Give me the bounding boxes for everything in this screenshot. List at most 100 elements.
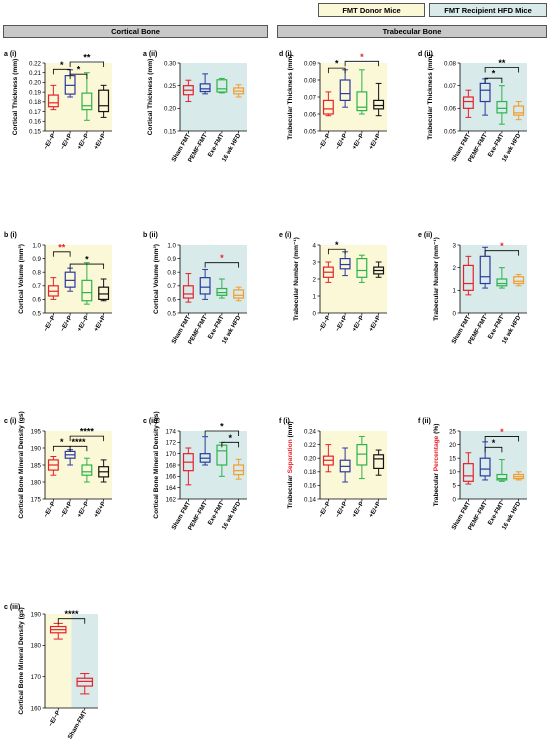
x-tick-label: −E/−P [317, 315, 332, 333]
significance-bracket: ** [52, 242, 71, 257]
y-tick-label: 0.07 [304, 94, 317, 101]
y-axis-label: Cortical Thickness (mm) [12, 59, 19, 136]
y-tick-label: 175 [31, 496, 42, 503]
recipient-legend: FMT Recipient HFD Mice [429, 3, 547, 17]
box-iqr [76, 677, 94, 687]
x-tick-label: Sham-FMT [67, 709, 89, 740]
plot-background [320, 63, 387, 131]
y-tick-label: 0.5 [32, 310, 41, 317]
box-iqr [216, 79, 228, 93]
box-3 [233, 286, 245, 302]
bracket-line [484, 67, 520, 73]
y-tick-label: 0.8 [167, 270, 176, 277]
significance-label: **** [71, 437, 86, 447]
box-2 [81, 262, 93, 305]
y-tick-label: 170 [166, 451, 177, 458]
y-tick-label: 3 [453, 242, 457, 249]
box-iqr [182, 285, 194, 299]
x-tick-label: −E/+P [59, 315, 74, 333]
y-tick-label: 2 [453, 265, 457, 272]
box-0 [47, 456, 59, 476]
significance-bracket: * [484, 241, 520, 256]
significance-bracket: * [69, 255, 105, 270]
box-iqr [339, 258, 351, 270]
box-iqr [479, 457, 491, 477]
box-iqr [513, 276, 525, 285]
x-tick-label: −E/+P [334, 133, 349, 151]
y-tick-label: 0.14 [304, 496, 317, 503]
y-tick-label: 20 [449, 442, 456, 449]
box-0 [322, 444, 334, 473]
box-0 [182, 273, 194, 303]
panel-label-b-i: b (i) [4, 232, 17, 239]
box-3 [98, 459, 110, 483]
y-tick-label: 0.08 [304, 77, 317, 84]
x-tick-label: +E/−P [76, 501, 91, 519]
y-tick-label: 0.16 [29, 119, 42, 126]
x-tick-label: −E/+P [59, 501, 74, 519]
panel-label-d-ii: d (ii) [418, 51, 433, 58]
chart-c-i: 175 180 185 190 195 Cortical Bone Mineral Den… [18, 411, 112, 519]
bracket-line [52, 68, 71, 75]
box-iqr [199, 83, 211, 93]
y-tick-label: 0.7 [32, 283, 41, 290]
y-tick-label: 0.18 [304, 469, 317, 476]
bracket-line [204, 430, 240, 436]
y-tick-label: 0 [453, 496, 457, 503]
y-tick-label: 0.6 [32, 297, 41, 304]
x-tick-label: +E/+P [93, 315, 108, 333]
panel-label-a-ii: a (ii) [143, 51, 158, 58]
y-tick-label: 0.8 [32, 270, 41, 277]
y-tick-label: 0.09 [304, 60, 317, 67]
box-iqr [64, 271, 76, 288]
box-2 [496, 85, 508, 125]
box-0 [47, 277, 59, 300]
y-tick-label: 1 [313, 293, 317, 300]
y-axis-label: Cortical Bone Mineral Density (gs) [153, 411, 160, 518]
y-tick-label: 172 [166, 440, 177, 447]
box-0 [182, 447, 194, 486]
bracket-line [69, 61, 105, 68]
y-tick-label: 10 [449, 469, 456, 476]
box-iqr [233, 464, 245, 476]
significance-label: ** [58, 242, 66, 252]
significance-bracket: * [221, 433, 240, 448]
y-tick-label: 0.05 [304, 128, 317, 135]
box-iqr [496, 100, 508, 114]
box-0 [322, 261, 334, 283]
box-iqr [356, 91, 368, 112]
y-tick-label: 0.20 [29, 80, 42, 87]
x-tick-label: +E/−P [351, 315, 366, 333]
box-3 [98, 278, 110, 302]
significance-bracket: * [484, 427, 520, 442]
y-axis-label: Trabecular Thickness (mm) [427, 54, 434, 139]
box-iqr [199, 277, 211, 295]
plot-background [460, 245, 527, 313]
significance-label: ** [498, 58, 506, 68]
box-1 [199, 436, 211, 466]
box-1 [339, 447, 351, 483]
box-0 [182, 79, 194, 103]
y-tick-label: 0.06 [444, 106, 457, 113]
plot-background [320, 245, 387, 313]
x-tick-label: +E/−P [351, 501, 366, 519]
chart-d-i: 0.05 0.06 0.07 0.08 0.09 Trabecular Thickness… [287, 52, 387, 151]
cortical-bone-header: Cortical Bone [3, 25, 268, 38]
box-2 [496, 459, 508, 482]
bracket-line [484, 250, 520, 256]
box-iqr [339, 79, 351, 101]
y-tick-label: 0.30 [164, 60, 177, 67]
y-tick-label: 0.22 [304, 442, 317, 449]
y-tick-label: 0.15 [164, 128, 177, 135]
box-iqr [496, 278, 508, 287]
significance-bracket: **** [57, 609, 86, 624]
box-3 [373, 449, 385, 476]
x-tick-label: −E/−P [42, 133, 57, 151]
x-tick-label: −E/−P [47, 710, 62, 728]
bracket-line [484, 436, 520, 442]
box-2 [81, 457, 93, 483]
significance-label: ** [83, 53, 91, 63]
box-iqr [462, 264, 474, 291]
